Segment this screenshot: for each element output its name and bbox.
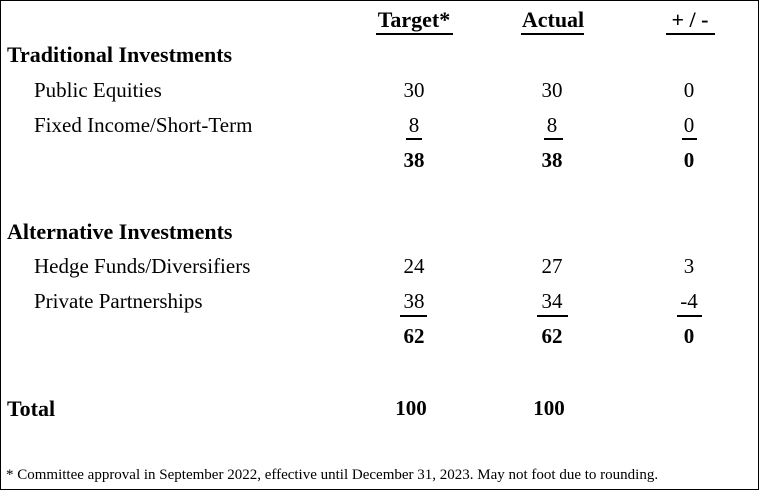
header-actual: Actual <box>521 7 585 32</box>
subtotal-rule-actual <box>537 315 568 317</box>
row-target: 38 <box>403 289 425 313</box>
header-diff-underline <box>666 33 715 35</box>
subtotal-rule-diff <box>682 138 697 140</box>
footnote: * Committee approval in September 2022, … <box>6 467 659 483</box>
subtotal-target: 62 <box>403 324 425 348</box>
subtotal-diff: 0 <box>683 148 695 172</box>
total-label: Total <box>7 396 56 421</box>
row-target: 24 <box>403 254 425 278</box>
subtotal-rule-target <box>400 315 427 317</box>
section-title-alternative: Alternative Investments <box>7 219 233 244</box>
row-label: Hedge Funds/Diversifiers <box>34 254 251 278</box>
subtotal-rule-actual <box>544 138 563 140</box>
header-actual-underline <box>521 33 584 35</box>
section-title-traditional: Traditional Investments <box>7 42 233 67</box>
subtotal-actual: 62 <box>541 324 563 348</box>
row-diff: 0 <box>683 78 695 102</box>
row-label: Fixed Income/Short-Term <box>34 113 253 137</box>
row-actual: 30 <box>541 78 563 102</box>
subtotal-rule-target <box>406 138 422 140</box>
total-target: 100 <box>395 396 427 420</box>
header-target-underline <box>376 33 453 35</box>
row-label: Public Equities <box>34 78 162 102</box>
total-actual: 100 <box>533 396 565 420</box>
subtotal-actual: 38 <box>541 148 563 172</box>
row-diff: -4 <box>680 289 698 313</box>
row-diff: 0 <box>683 113 695 137</box>
row-diff: 3 <box>683 254 695 278</box>
header-diff: + / - <box>671 7 709 32</box>
subtotal-rule-diff <box>677 315 702 317</box>
subtotal-target: 38 <box>403 148 425 172</box>
header-target: Target* <box>377 7 451 32</box>
row-label: Private Partnerships <box>34 289 203 313</box>
row-target: 30 <box>403 78 425 102</box>
subtotal-diff: 0 <box>683 324 695 348</box>
row-actual: 34 <box>541 289 563 313</box>
row-target: 8 <box>408 113 420 137</box>
row-actual: 27 <box>541 254 563 278</box>
row-actual: 8 <box>546 113 558 137</box>
